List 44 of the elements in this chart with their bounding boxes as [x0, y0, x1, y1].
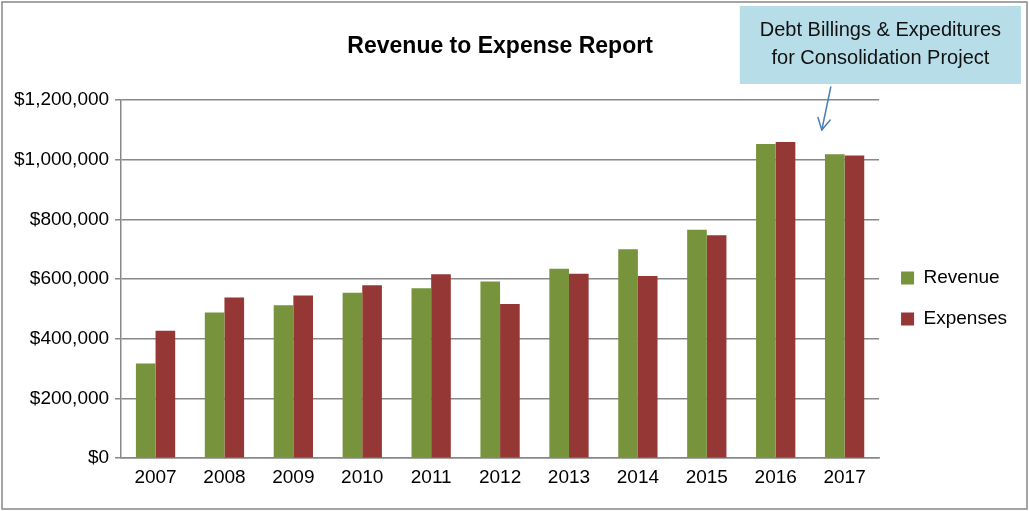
- y-tick-label: $0: [87, 446, 110, 468]
- bar: [500, 303, 520, 458]
- bar: [342, 292, 363, 458]
- x-tick-label: 2008: [203, 465, 246, 487]
- bar: [224, 297, 245, 458]
- x-tick-label: 2009: [272, 465, 315, 487]
- bar: [618, 249, 638, 458]
- x-tick-label: 2010: [341, 465, 384, 487]
- bar: [756, 143, 776, 458]
- y-tick-label: $400,000: [29, 327, 110, 349]
- bar: [706, 235, 727, 458]
- x-tick-label: 2011: [410, 465, 452, 487]
- text: Debt Billings & Expeditures for Consolidation Project: [759, 17, 1001, 68]
- bar: [637, 276, 658, 458]
- y-tick-label: $200,000: [29, 386, 110, 408]
- bar: [775, 142, 796, 458]
- y-tick-label: $800,000: [29, 207, 110, 229]
- bar: [480, 281, 501, 458]
- bar: [411, 288, 432, 458]
- y-tick-label: $1,200,000: [14, 88, 110, 110]
- chart-title: Revenue to Expense Report: [347, 32, 654, 59]
- bar: [824, 154, 845, 458]
- legend-label: Revenue: [923, 266, 1000, 288]
- bar: [687, 229, 707, 458]
- bar: [844, 155, 865, 458]
- x-tick-label: 2007: [134, 465, 177, 487]
- bar: [362, 285, 382, 458]
- bar: [568, 273, 589, 458]
- x-tick-label: 2012: [478, 465, 522, 487]
- bar: [273, 305, 294, 458]
- bar: [135, 363, 156, 458]
- bar: [204, 312, 225, 458]
- bar: [431, 274, 451, 458]
- bar: [293, 295, 313, 458]
- x-tick-label: 2016: [754, 465, 797, 487]
- y-tick-label: $600,000: [29, 267, 110, 289]
- y-tick-label: $1,000,000: [14, 147, 110, 169]
- x-tick-label: 2013: [547, 465, 591, 487]
- x-tick-label: 2017: [823, 465, 866, 487]
- x-tick-label: 2014: [616, 465, 660, 487]
- x-tick-label: 2015: [685, 465, 728, 487]
- bar: [549, 268, 569, 458]
- legend-label: Expenses: [923, 307, 1008, 329]
- bar: [155, 330, 176, 458]
